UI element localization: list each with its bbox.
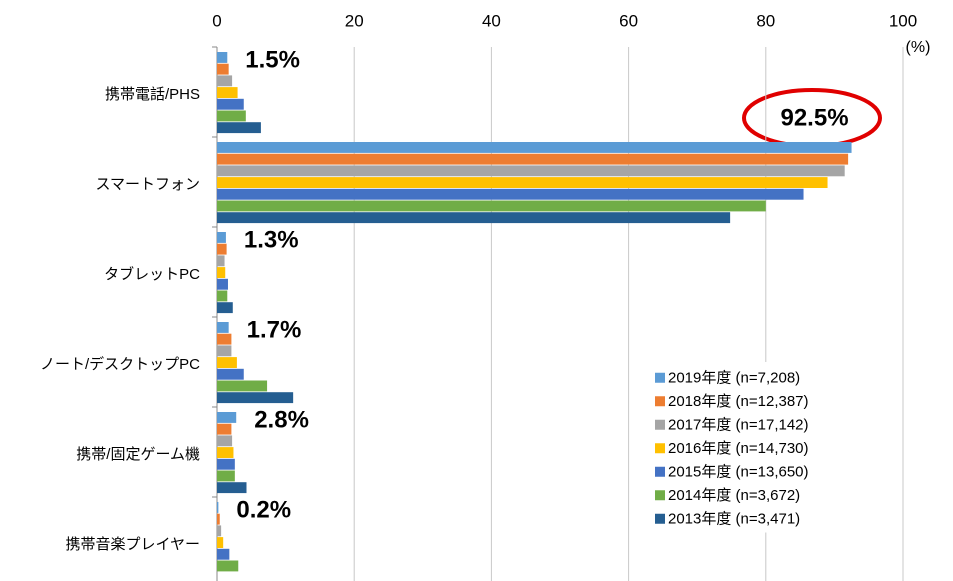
bar [217, 243, 227, 255]
y-tick-label: 携帯/固定ゲーム機 [76, 446, 200, 463]
legend-box [648, 362, 870, 533]
bar [217, 255, 225, 267]
bar [217, 98, 244, 110]
legend-swatch [655, 372, 665, 383]
bar [217, 470, 235, 482]
x-axis-unit: (%) [906, 39, 931, 56]
data-label: 1.3% [244, 226, 299, 253]
bar [217, 278, 228, 290]
bar [217, 392, 294, 404]
bar [217, 412, 237, 423]
legend-label: 2014年度 (n=3,672) [668, 487, 800, 504]
bar [217, 333, 232, 345]
y-tick-label: 携帯電話/PHS [105, 86, 200, 103]
data-label: 1.5% [245, 46, 300, 73]
legend-label: 2019年度 (n=7,208) [668, 370, 800, 387]
bar [217, 423, 232, 435]
legend-label: 2017年度 (n=17,142) [668, 417, 809, 434]
y-tick-label: 携帯音楽プレイヤー [65, 536, 200, 553]
bar [217, 267, 226, 278]
x-tick-label: 80 [756, 11, 775, 30]
bar [217, 52, 228, 63]
y-tick-label: スマートフォン [95, 176, 200, 193]
bar [217, 75, 233, 87]
bar [217, 458, 235, 470]
bar [217, 380, 268, 392]
bar [217, 188, 804, 200]
bar [217, 525, 222, 537]
bar [217, 87, 238, 98]
bar [217, 560, 239, 572]
bar [217, 142, 852, 153]
bar [217, 290, 228, 302]
legend-label: 2018年度 (n=12,387) [668, 393, 809, 410]
x-tick-label: 0 [212, 11, 221, 30]
bar [217, 153, 849, 165]
bar [217, 537, 224, 548]
bar [217, 232, 226, 243]
legend-label: 2016年度 (n=14,730) [668, 440, 809, 457]
legend-swatch [655, 443, 665, 454]
y-tick-label: タブレットPC [104, 265, 200, 283]
data-label: 1.7% [247, 316, 302, 343]
bar [217, 302, 233, 314]
x-tick-label: 20 [345, 11, 364, 30]
legend-swatch [655, 513, 665, 524]
bar [217, 177, 828, 188]
bar [217, 322, 229, 333]
bar [217, 513, 220, 525]
legend-swatch [655, 419, 665, 430]
bar [217, 63, 229, 75]
legend-label: 2015年度 (n=13,650) [668, 464, 809, 481]
legend-swatch [655, 396, 665, 407]
legend-swatch [655, 466, 665, 477]
legend-label: 2013年度 (n=3,471) [668, 511, 800, 528]
bar [217, 548, 230, 560]
bar [217, 368, 244, 380]
bar [217, 110, 246, 122]
bar [217, 212, 731, 224]
bar [217, 435, 233, 447]
bar [217, 122, 261, 134]
bar [217, 345, 232, 357]
bar [217, 482, 247, 494]
x-tick-label: 40 [482, 11, 501, 30]
bar [217, 165, 845, 177]
x-tick-label: 100 [889, 11, 917, 30]
bar [217, 447, 234, 458]
legend-swatch [655, 490, 665, 501]
data-label: 0.2% [236, 496, 291, 523]
data-label: 2.8% [254, 406, 309, 433]
bar [217, 200, 766, 212]
bar [217, 502, 219, 513]
x-tick-label: 60 [619, 11, 638, 30]
bar [217, 357, 237, 368]
data-label: 92.5% [780, 104, 848, 131]
y-tick-label: ノート/デスクトップPC [40, 355, 200, 373]
